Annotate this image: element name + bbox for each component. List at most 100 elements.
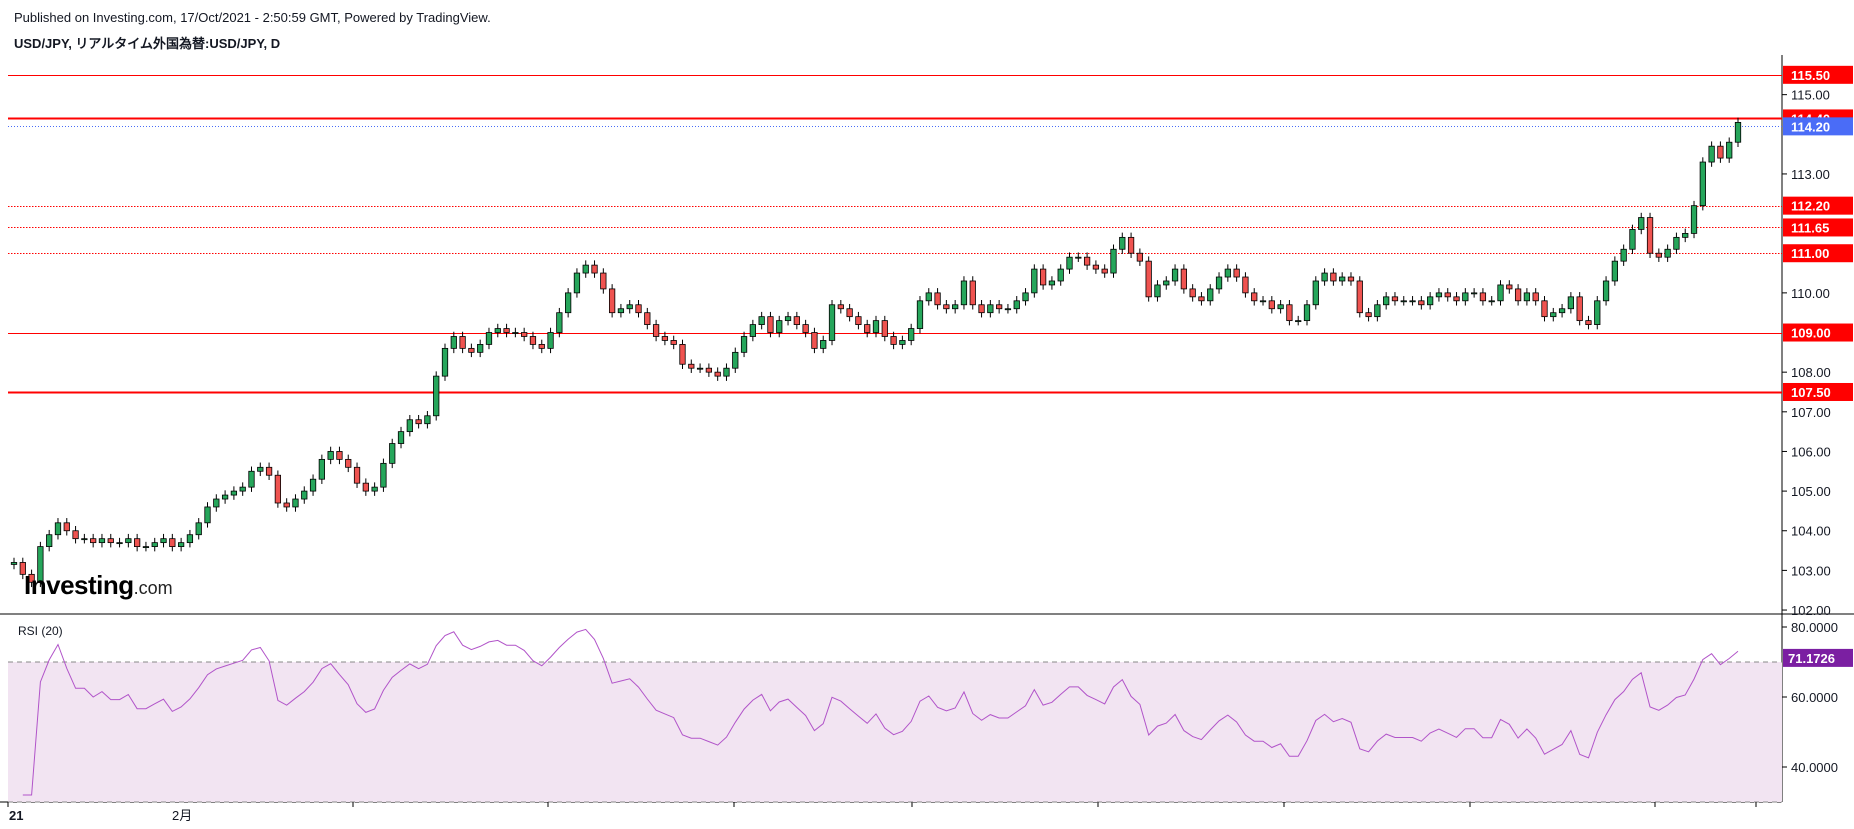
candle-body xyxy=(1321,272,1328,282)
candle-body xyxy=(960,280,968,306)
candle xyxy=(1462,288,1469,306)
candle-body xyxy=(837,304,844,310)
candle-body xyxy=(257,466,264,472)
candle xyxy=(134,533,141,552)
candle-body xyxy=(943,304,950,310)
candle xyxy=(1057,264,1064,286)
candle-body xyxy=(1708,145,1715,163)
candle-body xyxy=(1391,296,1399,302)
candle-body xyxy=(503,328,510,333)
candle xyxy=(353,462,361,488)
candle xyxy=(72,525,79,544)
candle xyxy=(1189,284,1196,302)
candle-body xyxy=(230,490,238,496)
candle xyxy=(1251,288,1258,306)
candle xyxy=(1506,280,1513,294)
candle xyxy=(1391,292,1399,306)
candle xyxy=(151,537,158,552)
candle xyxy=(1163,276,1170,290)
candle xyxy=(582,260,589,278)
candle xyxy=(441,343,449,381)
y-tick-label: 115.00 xyxy=(1791,88,1830,103)
candle xyxy=(81,533,88,544)
candle-body xyxy=(1699,161,1706,207)
candle xyxy=(556,307,563,338)
candle xyxy=(872,315,880,338)
candle xyxy=(1286,300,1293,326)
candle xyxy=(1690,200,1698,239)
candle xyxy=(1453,292,1460,306)
candle-body xyxy=(1171,268,1179,282)
candle-body xyxy=(1110,248,1117,274)
candle xyxy=(538,339,545,354)
candle-body xyxy=(160,538,167,544)
candle xyxy=(142,541,150,552)
candle xyxy=(1013,296,1020,314)
candle-body xyxy=(265,466,273,476)
candle xyxy=(1550,307,1557,322)
candle-body xyxy=(301,490,308,500)
candle xyxy=(503,323,510,338)
rsi-band xyxy=(8,662,1782,802)
candle xyxy=(345,454,352,473)
candle xyxy=(1488,296,1495,306)
candle xyxy=(415,414,422,429)
candle xyxy=(239,482,246,496)
candle xyxy=(855,311,862,330)
level-badge: 111.00 xyxy=(1783,244,1853,263)
candle-body xyxy=(1514,288,1522,302)
candle-body xyxy=(1602,280,1610,302)
candle xyxy=(1268,296,1275,314)
candle-body xyxy=(353,466,361,484)
candle xyxy=(846,303,853,322)
candle-body xyxy=(1497,284,1504,302)
candle-body xyxy=(996,304,1003,310)
candle xyxy=(274,470,282,508)
candle xyxy=(107,533,114,548)
candle-body xyxy=(916,300,924,329)
candle-body xyxy=(1435,292,1443,298)
candle xyxy=(1585,315,1592,330)
candle-body xyxy=(1163,280,1170,286)
candle-body xyxy=(767,316,774,333)
candle xyxy=(960,276,968,310)
candle-body xyxy=(345,458,352,468)
candle xyxy=(591,260,598,278)
candle xyxy=(1312,276,1319,310)
candle xyxy=(661,331,669,346)
candle xyxy=(811,327,818,354)
candle-body xyxy=(292,498,299,508)
candle xyxy=(1031,264,1038,298)
candle xyxy=(125,533,132,548)
candle-body xyxy=(433,375,440,417)
candle xyxy=(1127,232,1135,258)
level-badge-bg xyxy=(1783,65,1853,84)
candle-body xyxy=(195,522,202,536)
candle xyxy=(494,323,501,338)
candle xyxy=(1277,300,1284,314)
level-badge: 112.20 xyxy=(1783,196,1853,215)
candle xyxy=(547,327,554,354)
candle-body xyxy=(213,498,220,508)
candle xyxy=(292,494,299,512)
candle-body xyxy=(274,474,282,504)
candle xyxy=(1180,264,1187,294)
candle xyxy=(63,518,70,536)
candle-body xyxy=(1066,256,1073,270)
candle xyxy=(265,462,273,480)
candle xyxy=(406,414,413,437)
candle-body xyxy=(1400,300,1407,303)
candle xyxy=(608,284,616,318)
candle xyxy=(1682,228,1689,243)
candle-body xyxy=(221,494,229,500)
candle-body xyxy=(1682,233,1689,238)
candle-body xyxy=(397,431,405,444)
y-tick-label: 110.00 xyxy=(1791,286,1830,301)
candle-body xyxy=(1427,296,1434,306)
candle-body xyxy=(28,573,35,583)
candle-body xyxy=(1479,292,1487,302)
candle-body xyxy=(820,340,827,349)
candle xyxy=(1356,276,1363,318)
candle-body xyxy=(1048,280,1056,286)
